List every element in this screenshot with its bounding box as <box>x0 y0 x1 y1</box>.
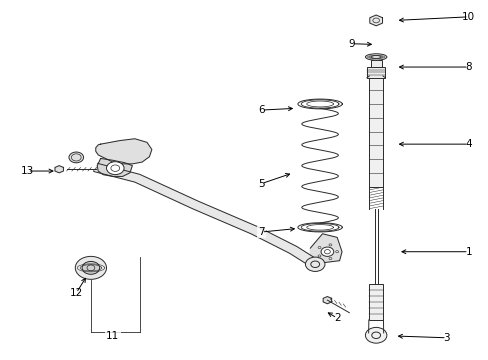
Text: 10: 10 <box>461 12 474 22</box>
Polygon shape <box>94 163 313 264</box>
Circle shape <box>365 327 386 343</box>
Polygon shape <box>310 234 341 262</box>
Circle shape <box>106 162 124 175</box>
Text: 11: 11 <box>106 331 119 341</box>
Text: 5: 5 <box>258 179 264 189</box>
Circle shape <box>75 256 106 279</box>
Text: 12: 12 <box>69 288 83 298</box>
Bar <box>368 76 382 187</box>
Polygon shape <box>55 166 63 173</box>
Ellipse shape <box>69 152 83 163</box>
Circle shape <box>82 261 100 274</box>
Text: 7: 7 <box>258 227 264 237</box>
Polygon shape <box>323 297 331 304</box>
Polygon shape <box>96 139 152 164</box>
Text: 1: 1 <box>465 247 471 257</box>
Bar <box>368 284 383 320</box>
Bar <box>366 67 385 78</box>
Bar <box>370 60 381 67</box>
Text: 4: 4 <box>465 139 471 149</box>
Ellipse shape <box>365 54 386 60</box>
Text: 6: 6 <box>258 105 264 115</box>
Polygon shape <box>369 15 382 26</box>
Text: 3: 3 <box>443 333 449 343</box>
Text: 13: 13 <box>21 166 34 176</box>
Circle shape <box>321 247 333 256</box>
Polygon shape <box>97 158 132 176</box>
Ellipse shape <box>305 257 325 271</box>
Text: 8: 8 <box>465 62 471 72</box>
Text: 9: 9 <box>348 39 354 49</box>
Text: 2: 2 <box>333 313 340 323</box>
